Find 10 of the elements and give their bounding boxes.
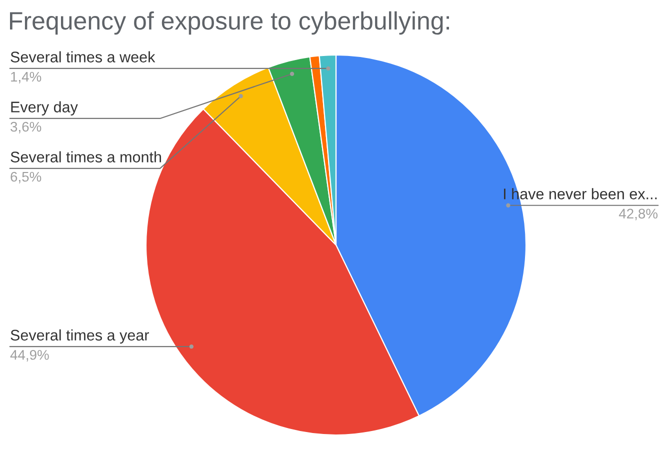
slice-label: Several times a year bbox=[10, 329, 149, 344]
data-label: 3,6% bbox=[10, 122, 42, 134]
data-label: 44,9% bbox=[10, 350, 49, 362]
slice-label: Several times a week bbox=[10, 51, 156, 62]
slice-label: Every day bbox=[11, 101, 78, 116]
slice-label: Several times a month bbox=[10, 151, 162, 162]
data-label: 42,8% bbox=[618, 208, 658, 220]
chart-title: Frequency of exposure to cyberbullying: bbox=[10, 11, 449, 35]
data-label: 6,5% bbox=[10, 172, 42, 184]
data-label: 1,4% bbox=[11, 72, 42, 84]
